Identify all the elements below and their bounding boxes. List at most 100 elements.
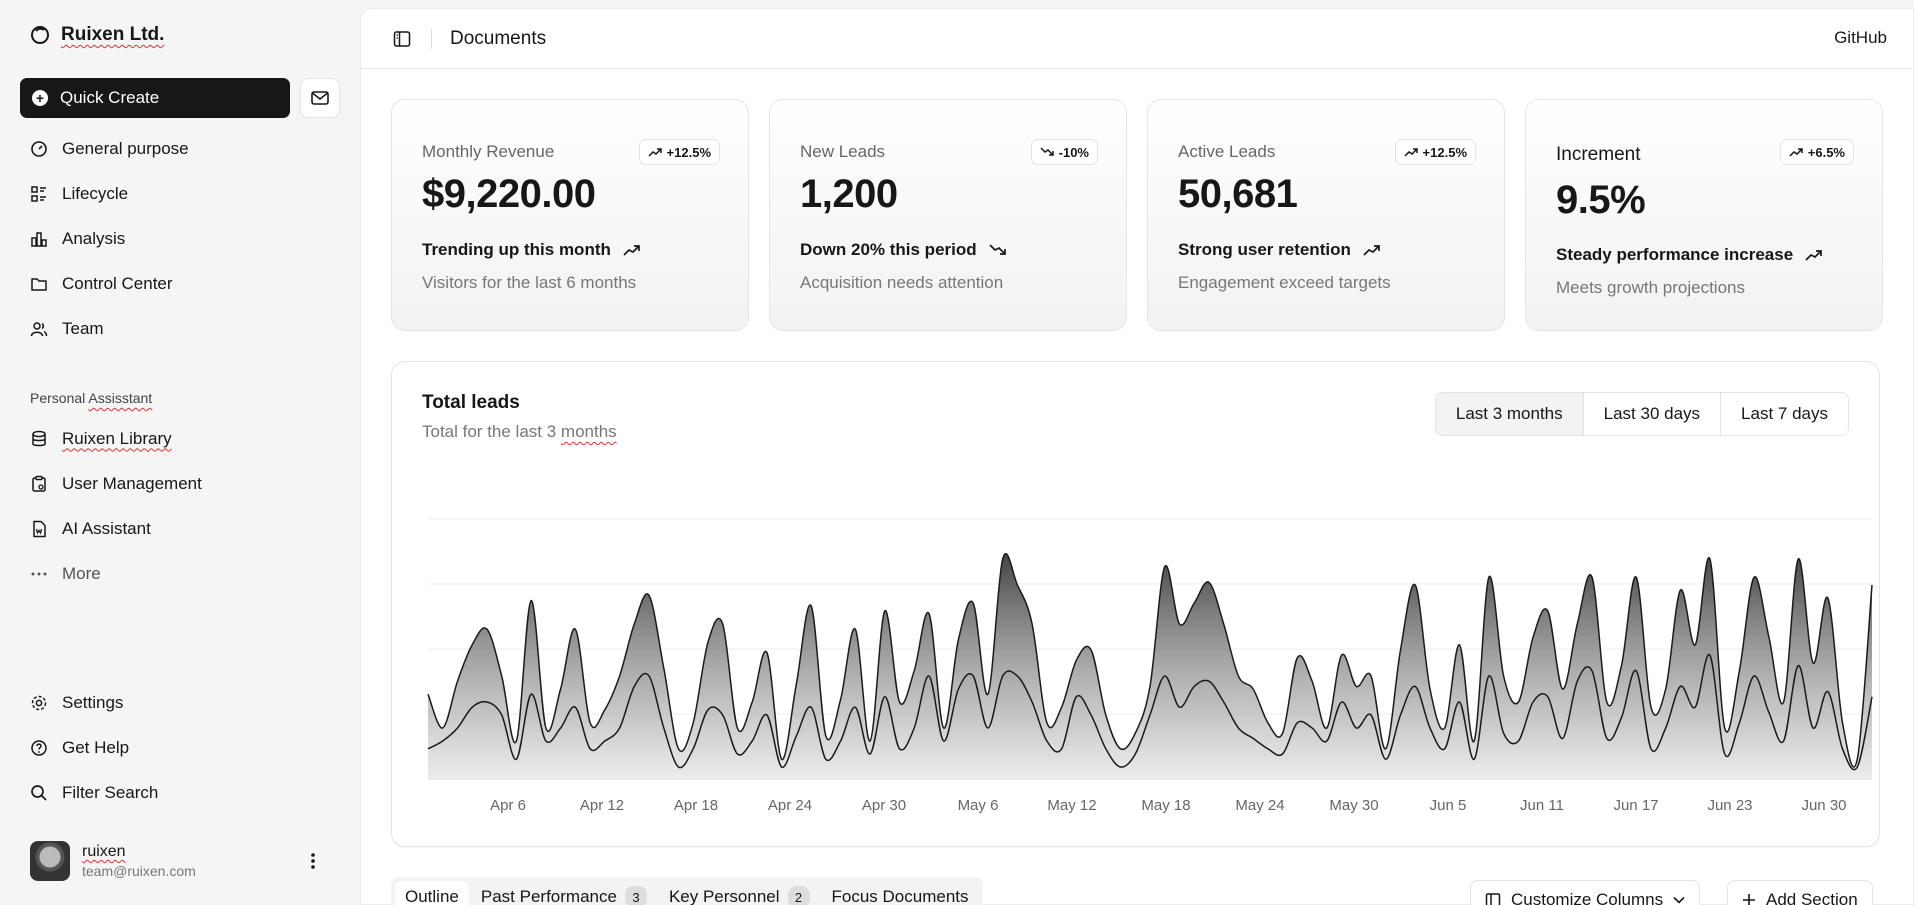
sidebar-toggle-icon (393, 30, 411, 47)
search-icon (30, 784, 48, 802)
x-tick-label: Apr 30 (862, 797, 906, 814)
inbox-button[interactable] (300, 78, 340, 118)
nav-item-ai-assistant[interactable]: AI Assistant (20, 506, 340, 551)
tab-label: Outline (405, 887, 459, 905)
tab-count-badge: 3 (624, 886, 647, 905)
range-last-7-days[interactable]: Last 7 days (1720, 393, 1848, 435)
nav-item-label: Get Help (62, 737, 130, 757)
nav-item-label: More (62, 563, 101, 583)
badge-value: +6.5% (1807, 144, 1845, 160)
trend-badge: +6.5% (1779, 139, 1854, 165)
customize-columns-button[interactable]: Customize Columns (1470, 880, 1701, 905)
nav-item-analysis[interactable]: Analysis (20, 216, 340, 261)
section-tabs: Outline Past Performance 3 Key Personnel 2… (391, 877, 983, 905)
bar-chart-icon (30, 230, 48, 248)
kpi-card-increment: Increment +6.5% 9.5% Steady performance … (1525, 99, 1883, 331)
chart-subtitle-months: months (560, 422, 617, 441)
trending-up-icon (648, 148, 662, 157)
dots-icon (30, 565, 48, 583)
nav-item-general-purpose[interactable]: General purpose (20, 126, 340, 171)
nav-item-label: Lifecycle (62, 183, 129, 203)
chart-subtitle-prefix: Total for the last 3 (422, 422, 561, 441)
help-circle-icon (30, 739, 48, 757)
nav-item-label: Filter Search (62, 782, 159, 802)
range-last-3-months[interactable]: Last 3 months (1435, 393, 1583, 435)
tab-label: Key Personnel (668, 887, 780, 905)
sidebar-toggle-button[interactable] (393, 30, 411, 48)
series-2-area (428, 654, 1872, 780)
tab-past-performance[interactable]: Past Performance 3 (471, 881, 657, 905)
trending-down-icon (1040, 147, 1054, 156)
nav-item-label: Ruixen Library (62, 428, 172, 448)
users-icon (30, 320, 48, 338)
nav-item-filter-search[interactable]: Filter Search (20, 770, 340, 815)
nav-item-settings[interactable]: Settings (20, 680, 340, 725)
card-trend-text: Strong user retention (1178, 240, 1351, 259)
tab-outline[interactable]: Outline (395, 881, 469, 905)
user-menu-button[interactable] (310, 852, 316, 875)
x-tick-label: May 18 (1141, 797, 1190, 814)
section-label-misspelled: Assisstant (88, 390, 153, 406)
x-tick-label: Apr 6 (490, 797, 526, 814)
trending-up-icon (1363, 245, 1380, 256)
brand[interactable]: Ruixen Ltd. (30, 24, 164, 46)
tab-focus-documents[interactable]: Focus Documents (822, 881, 979, 905)
section-label-first: Personal (30, 390, 89, 406)
badge-value: -10% (1058, 144, 1089, 160)
trending-up-icon (1805, 250, 1823, 261)
trend-badge: +12.5% (1394, 139, 1476, 165)
badge-value: +12.5% (666, 144, 711, 160)
tab-key-personnel[interactable]: Key Personnel 2 (659, 881, 820, 905)
nav-item-lifecycle[interactable]: Lifecycle (20, 171, 340, 216)
github-link[interactable]: GitHub (1834, 28, 1887, 47)
gear-icon (30, 694, 48, 712)
card-trend: Down 20% this period (800, 240, 1007, 260)
x-tick-label: May 12 (1047, 797, 1096, 814)
card-trend: Steady performance increase (1556, 245, 1823, 265)
nav-item-control-center[interactable]: Control Center (20, 261, 340, 306)
trend-badge: -10% (1030, 139, 1098, 165)
kpi-card-new-leads: New Leads -10% 1,200 Down 20% this perio… (769, 99, 1127, 331)
nav-item-ruixen-library[interactable]: Ruixen Library (20, 416, 340, 461)
database-icon (30, 430, 48, 448)
top-bar: Documents GitHub (361, 9, 1913, 69)
nav-item-label: Control Center (62, 273, 173, 293)
kpi-card-monthly-revenue: Monthly Revenue +12.5% $9,220.00 Trendin… (391, 99, 749, 331)
card-trend: Trending up this month (422, 240, 641, 260)
x-tick-label: May 30 (1329, 797, 1378, 814)
nav-item-user-management[interactable]: User Management (20, 461, 340, 506)
tab-label: Past Performance (480, 887, 617, 905)
x-tick-label: Jun 5 (1430, 797, 1467, 814)
clipboard-icon (30, 475, 48, 493)
user-profile[interactable]: ruixen team@ruixen.com (30, 841, 196, 881)
add-section-button[interactable]: Add Section (1727, 880, 1873, 905)
card-trend: Strong user retention (1178, 240, 1381, 260)
brand-circle-icon (31, 26, 49, 44)
card-label: Increment (1556, 144, 1641, 165)
range-last-30-days[interactable]: Last 30 days (1582, 393, 1721, 435)
divider (431, 28, 432, 49)
nav-item-more[interactable]: More (20, 551, 340, 596)
badge-value: +12.5% (1422, 144, 1467, 160)
nav-item-label: Settings (62, 692, 124, 712)
card-value: 9.5% (1556, 178, 1646, 222)
area-chart: Apr 6 Apr 12 Apr 18 Apr 24 Apr 30 May 6 May 12… (427, 518, 1873, 814)
brand-name: Ruixen Ltd. (61, 24, 165, 45)
nav-item-get-help[interactable]: Get Help (20, 725, 340, 770)
avatar (30, 841, 70, 881)
chevron-down-icon (1673, 896, 1685, 904)
card-value: 1,200 (800, 172, 898, 216)
card-label: Active Leads (1178, 142, 1276, 161)
card-value: $9,220.00 (422, 172, 596, 216)
mail-icon (311, 91, 329, 105)
trending-down-icon (989, 244, 1006, 255)
folder-icon (30, 275, 48, 293)
nav-item-label: Team (62, 318, 104, 338)
nav-item-label: General purpose (62, 138, 189, 158)
file-word-icon (30, 520, 48, 538)
card-subtext: Engagement exceed targets (1178, 273, 1391, 292)
user-email: team@ruixen.com (82, 863, 196, 879)
nav-item-team[interactable]: Team (20, 306, 340, 351)
page-title: Documents (450, 27, 547, 49)
quick-create-button[interactable]: + Quick Create (20, 78, 290, 118)
